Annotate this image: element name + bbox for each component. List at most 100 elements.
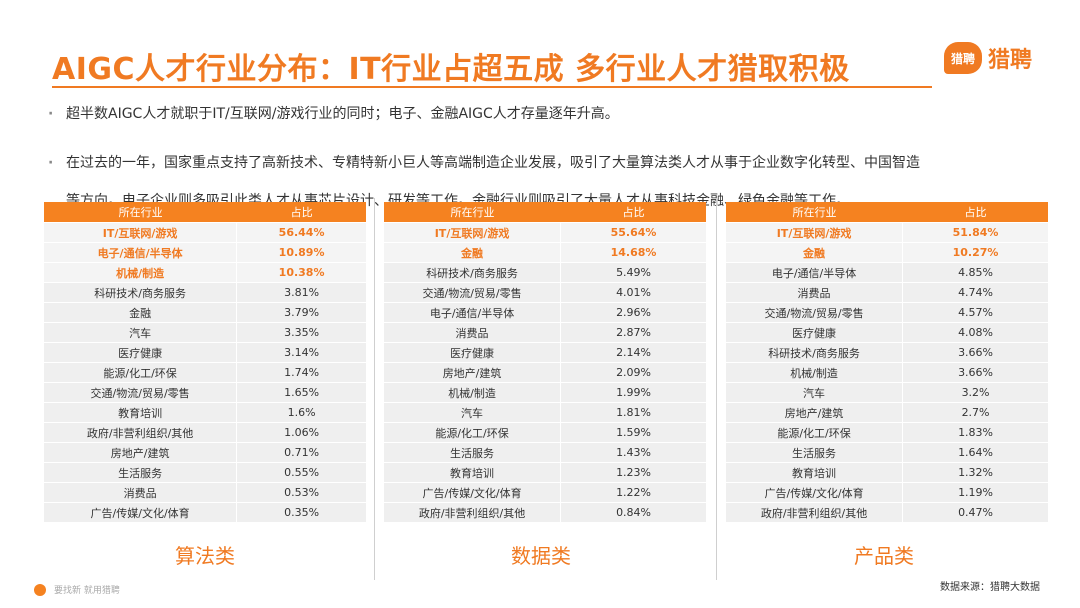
- column-header-share: 占比: [903, 202, 1048, 222]
- industry-cell: 教育培训: [384, 463, 562, 482]
- industry-cell: 生活服务: [726, 443, 904, 462]
- bullet-item: 超半数AIGC人才就职于IT/互联网/游戏行业的同时；电子、金融AIGC人才存量…: [44, 104, 1054, 124]
- table-row: 消费品 0.53%: [44, 483, 366, 502]
- industry-cell: 政府/非营利组织/其他: [726, 503, 904, 522]
- table-row: IT/互联网/游戏 56.44%: [44, 223, 366, 242]
- table-row: 政府/非营利组织/其他 1.06%: [44, 423, 366, 442]
- footer-slogan-text: 要找新 就用猎聘: [54, 586, 120, 596]
- industry-cell: IT/互联网/游戏: [44, 223, 238, 242]
- table-row: 广告/传媒/文化/体育 1.22%: [384, 483, 706, 502]
- table-row: 教育培训 1.6%: [44, 403, 366, 422]
- share-cell: 3.81%: [237, 283, 366, 302]
- share-cell: 2.96%: [561, 303, 706, 322]
- share-cell: 0.53%: [237, 483, 366, 502]
- share-cell: 56.44%: [237, 223, 366, 242]
- share-cell: 1.43%: [561, 443, 706, 462]
- share-cell: 1.19%: [903, 483, 1048, 502]
- industry-cell: 生活服务: [44, 463, 238, 482]
- table-row: 广告/传媒/文化/体育 0.35%: [44, 503, 366, 522]
- industry-cell: 消费品: [726, 283, 904, 302]
- table-row: 教育培训 1.23%: [384, 463, 706, 482]
- share-cell: 1.64%: [903, 443, 1048, 462]
- industry-cell: 金融: [726, 243, 904, 262]
- share-cell: 4.57%: [903, 303, 1048, 322]
- industry-cell: IT/互联网/游戏: [726, 223, 904, 242]
- share-cell: 2.14%: [561, 343, 706, 362]
- share-cell: 0.35%: [237, 503, 366, 522]
- share-cell: 1.83%: [903, 423, 1048, 442]
- bullet-text: 超半数AIGC人才就职于IT/互联网/游戏行业的同时；电子、金融AIGC人才存量…: [66, 106, 619, 122]
- industry-cell: 交通/物流/贸易/零售: [384, 283, 562, 302]
- industry-cell: 消费品: [384, 323, 562, 342]
- logo-badge-icon: 猎聘: [944, 42, 982, 74]
- share-cell: 51.84%: [903, 223, 1048, 242]
- share-cell: 3.35%: [237, 323, 366, 342]
- table-row: 能源/化工/环保 1.83%: [726, 423, 1048, 442]
- share-cell: 1.6%: [237, 403, 366, 422]
- industry-cell: 机械/制造: [726, 363, 904, 382]
- table-row: 机械/制造 10.38%: [44, 263, 366, 282]
- table-product: 所在行业 占比 IT/互联网/游戏 51.84% 金融 10.27% 电子/通信/半导体…: [726, 201, 1048, 523]
- table-row: 交通/物流/贸易/零售 1.65%: [44, 383, 366, 402]
- table-row: 房地产/建筑 2.7%: [726, 403, 1048, 422]
- industry-cell: 汽车: [384, 403, 562, 422]
- share-cell: 3.66%: [903, 343, 1048, 362]
- table-caption-data: 数据类: [511, 544, 571, 568]
- share-cell: 1.81%: [561, 403, 706, 422]
- industry-cell: 电子/通信/半导体: [384, 303, 562, 322]
- industry-cell: 广告/传媒/文化/体育: [384, 483, 562, 502]
- title-divider: [52, 86, 932, 88]
- table-row: 机械/制造 1.99%: [384, 383, 706, 402]
- industry-cell: 电子/通信/半导体: [726, 263, 904, 282]
- table-row: 生活服务 0.55%: [44, 463, 366, 482]
- share-cell: 4.01%: [561, 283, 706, 302]
- table-row: IT/互联网/游戏 51.84%: [726, 223, 1048, 242]
- table-row: 电子/通信/半导体 2.96%: [384, 303, 706, 322]
- industry-cell: 科研技术/商务服务: [384, 263, 562, 282]
- share-cell: 0.55%: [237, 463, 366, 482]
- industry-cell: 政府/非营利组织/其他: [384, 503, 562, 522]
- industry-cell: 电子/通信/半导体: [44, 243, 238, 262]
- table-row: 机械/制造 3.66%: [726, 363, 1048, 382]
- footer-dot-icon: [34, 583, 46, 596]
- table-row: 汽车 1.81%: [384, 403, 706, 422]
- share-cell: 3.14%: [237, 343, 366, 362]
- share-cell: 4.74%: [903, 283, 1048, 302]
- industry-cell: 教育培训: [44, 403, 238, 422]
- column-header-industry: 所在行业: [726, 202, 904, 222]
- share-cell: 0.71%: [237, 443, 366, 462]
- share-cell: 3.66%: [903, 363, 1048, 382]
- industry-cell: 汽车: [726, 383, 904, 402]
- logo: 猎聘 猎聘: [944, 42, 1032, 74]
- share-cell: 2.09%: [561, 363, 706, 382]
- industry-cell: 生活服务: [384, 443, 562, 462]
- column-divider: [374, 198, 375, 580]
- industry-cell: 科研技术/商务服务: [44, 283, 238, 302]
- table-row: 科研技术/商务服务 5.49%: [384, 263, 706, 282]
- table-row: 交通/物流/贸易/零售 4.57%: [726, 303, 1048, 322]
- table-caption-algorithm: 算法类: [175, 544, 235, 568]
- industry-cell: 教育培训: [726, 463, 904, 482]
- table-row: 汽车 3.35%: [44, 323, 366, 342]
- industry-cell: 交通/物流/贸易/零售: [44, 383, 238, 402]
- industry-cell: 交通/物流/贸易/零售: [726, 303, 904, 322]
- share-cell: 0.47%: [903, 503, 1048, 522]
- table-row: 生活服务 1.43%: [384, 443, 706, 462]
- table-row: 房地产/建筑 0.71%: [44, 443, 366, 462]
- industry-cell: 汽车: [44, 323, 238, 342]
- table-row: 消费品 2.87%: [384, 323, 706, 342]
- share-cell: 14.68%: [561, 243, 706, 262]
- table-row: 电子/通信/半导体 10.89%: [44, 243, 366, 262]
- industry-cell: 能源/化工/环保: [726, 423, 904, 442]
- bullet-text-line1: 在过去的一年，国家重点支持了高新技术、专精特新小巨人等高端制造企业发展，吸引了大…: [66, 155, 920, 171]
- table-row: 交通/物流/贸易/零售 4.01%: [384, 283, 706, 302]
- industry-cell: 金融: [384, 243, 562, 262]
- industry-cell: 医疗健康: [44, 343, 238, 362]
- industry-cell: 广告/传媒/文化/体育: [726, 483, 904, 502]
- table-row: IT/互联网/游戏 55.64%: [384, 223, 706, 242]
- industry-cell: 医疗健康: [726, 323, 904, 342]
- table-row: 医疗健康 3.14%: [44, 343, 366, 362]
- industry-cell: IT/互联网/游戏: [384, 223, 562, 242]
- table-row: 金融 14.68%: [384, 243, 706, 262]
- share-cell: 1.74%: [237, 363, 366, 382]
